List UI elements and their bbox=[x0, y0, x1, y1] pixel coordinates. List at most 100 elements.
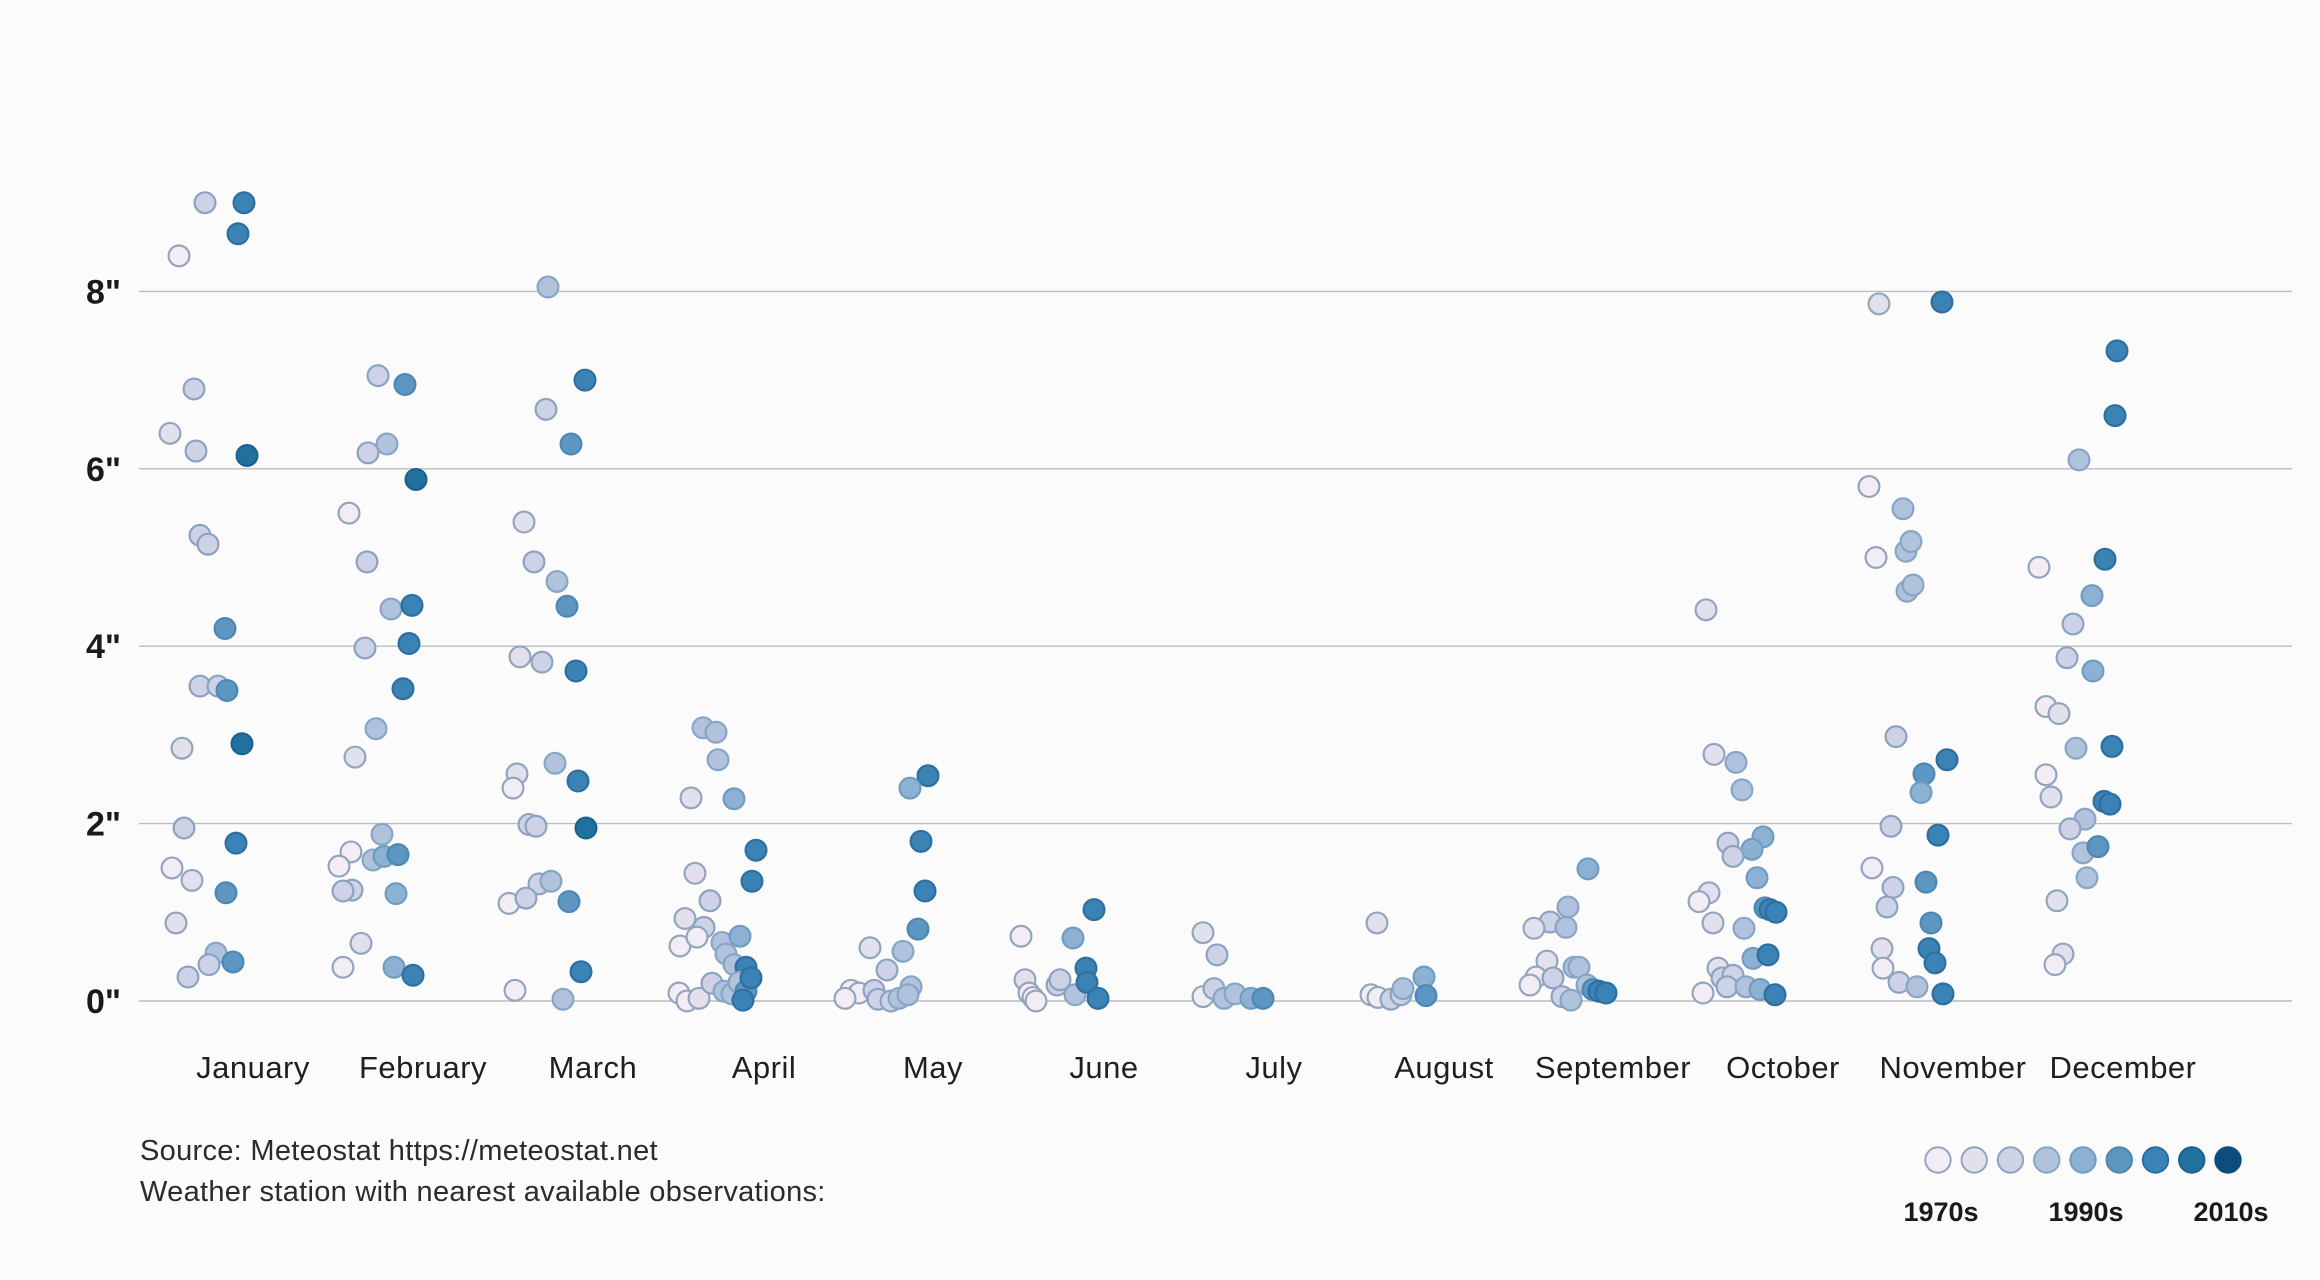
data-point bbox=[508, 645, 532, 669]
data-point bbox=[1048, 968, 1072, 992]
data-point bbox=[232, 191, 256, 215]
data-point bbox=[858, 936, 882, 960]
data-point bbox=[1867, 292, 1891, 316]
legend-swatch bbox=[2214, 1146, 2242, 1174]
data-point bbox=[375, 432, 399, 456]
data-point bbox=[1871, 956, 1895, 980]
data-point bbox=[2086, 835, 2110, 859]
data-point bbox=[364, 717, 388, 741]
data-point bbox=[2027, 555, 2051, 579]
data-point bbox=[337, 501, 361, 525]
data-point bbox=[193, 191, 217, 215]
month-label: August bbox=[1394, 1050, 1494, 1085]
legend-swatch bbox=[2105, 1146, 2133, 1174]
data-point bbox=[1694, 598, 1718, 622]
source-line: Source: Meteostat https://meteostat.net bbox=[140, 1135, 658, 1167]
data-point bbox=[1914, 870, 1938, 894]
data-point bbox=[1891, 497, 1915, 521]
data-point bbox=[704, 720, 728, 744]
data-point bbox=[1702, 742, 1726, 766]
data-point bbox=[1556, 895, 1580, 919]
data-point bbox=[1857, 475, 1881, 499]
data-point bbox=[1905, 975, 1929, 999]
data-point bbox=[906, 917, 930, 941]
month-label: January bbox=[196, 1050, 310, 1085]
data-point bbox=[384, 882, 408, 906]
data-point bbox=[1870, 937, 1894, 961]
data-point bbox=[1522, 916, 1546, 940]
data-point bbox=[543, 751, 567, 775]
data-point bbox=[2093, 547, 2117, 571]
data-point bbox=[739, 966, 763, 990]
data-point bbox=[891, 939, 915, 963]
data-point bbox=[534, 397, 558, 421]
data-point bbox=[1082, 898, 1106, 922]
legend-decade-label: 1990s bbox=[2048, 1197, 2123, 1227]
data-point bbox=[1931, 982, 1955, 1006]
legend-decade-label: 2010s bbox=[2193, 1197, 2268, 1227]
decade-color-legend: 1970s 1990s 2010s bbox=[1903, 1146, 2269, 1227]
data-point bbox=[522, 550, 546, 574]
data-point bbox=[1412, 965, 1436, 989]
data-point bbox=[401, 963, 425, 987]
data-point bbox=[673, 907, 697, 931]
data-point bbox=[2067, 448, 2091, 472]
data-point bbox=[1191, 921, 1215, 945]
data-point bbox=[685, 925, 709, 949]
data-point bbox=[160, 856, 184, 880]
data-point bbox=[224, 831, 248, 855]
data-point bbox=[1884, 725, 1908, 749]
data-point bbox=[566, 769, 590, 793]
data-point bbox=[1724, 750, 1748, 774]
data-point bbox=[536, 275, 560, 299]
data-point bbox=[1365, 911, 1389, 935]
data-point bbox=[404, 467, 428, 491]
data-point bbox=[687, 986, 711, 1010]
data-point bbox=[1864, 545, 1888, 569]
data-point bbox=[1730, 778, 1754, 802]
month-label: December bbox=[2050, 1050, 2197, 1085]
legend-swatch bbox=[2141, 1146, 2170, 1174]
data-point bbox=[524, 814, 548, 838]
data-point bbox=[1881, 875, 1905, 899]
data-point bbox=[331, 955, 355, 979]
data-point bbox=[184, 439, 208, 463]
data-point bbox=[2103, 404, 2127, 428]
data-point bbox=[514, 886, 538, 910]
data-point bbox=[916, 764, 940, 788]
data-point bbox=[1919, 911, 1943, 935]
data-point bbox=[569, 960, 593, 984]
data-point bbox=[382, 955, 406, 979]
data-point bbox=[744, 838, 768, 862]
data-point bbox=[226, 222, 250, 246]
data-point bbox=[1912, 762, 1936, 786]
y-axis-tick-labels: 0" 2" 4" 6" 8" bbox=[86, 273, 121, 1021]
month-label: September bbox=[1535, 1050, 1691, 1085]
legend-swatch bbox=[2178, 1146, 2206, 1174]
data-point bbox=[539, 869, 563, 893]
data-point bbox=[1901, 573, 1925, 597]
x-axis-month-labels: January February March April May June July Augu… bbox=[196, 1050, 2196, 1085]
data-point bbox=[683, 861, 707, 885]
month-label: April bbox=[732, 1050, 797, 1085]
data-point bbox=[197, 953, 221, 977]
data-point bbox=[1860, 856, 1884, 880]
month-label: May bbox=[903, 1050, 963, 1085]
data-point bbox=[349, 931, 373, 955]
data-point bbox=[740, 869, 764, 893]
legend-decade-label: 1970s bbox=[1903, 1197, 1978, 1227]
data-point bbox=[331, 879, 355, 903]
data-point bbox=[2045, 889, 2069, 913]
data-point bbox=[366, 364, 390, 388]
data-point bbox=[2100, 734, 2124, 758]
data-point bbox=[574, 816, 598, 840]
data-point bbox=[158, 421, 182, 445]
data-point bbox=[230, 732, 254, 756]
data-point bbox=[1559, 988, 1583, 1012]
data-point bbox=[1086, 986, 1110, 1010]
data-point bbox=[370, 822, 394, 846]
data-point bbox=[728, 924, 752, 948]
data-point bbox=[722, 787, 746, 811]
data-point bbox=[1745, 866, 1769, 890]
